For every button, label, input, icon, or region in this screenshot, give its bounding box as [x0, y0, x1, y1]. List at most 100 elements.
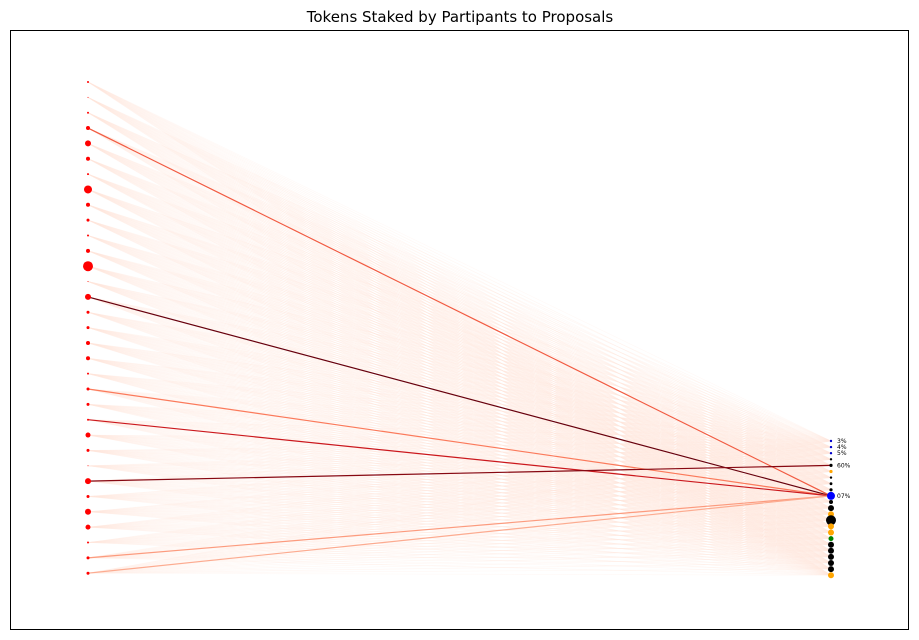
edge	[87, 189, 832, 576]
edge	[87, 342, 832, 442]
edge	[87, 97, 832, 484]
edge	[87, 311, 832, 527]
edge	[87, 465, 832, 570]
edge	[87, 143, 832, 558]
edge	[87, 465, 832, 513]
participant-node	[87, 173, 89, 176]
edge	[87, 342, 832, 521]
edge	[87, 388, 832, 448]
edge	[87, 404, 832, 515]
edge	[87, 434, 832, 442]
edge	[87, 173, 832, 478]
participant-node	[86, 571, 90, 575]
edge	[87, 465, 832, 478]
edge	[87, 342, 832, 552]
edge	[87, 311, 832, 448]
edge	[87, 204, 832, 527]
edge	[87, 311, 832, 570]
edge	[87, 446, 832, 467]
edge	[87, 358, 832, 545]
proposal-node	[829, 488, 833, 492]
edge	[87, 143, 832, 515]
edge	[87, 450, 832, 509]
participant-node	[85, 432, 91, 438]
edge	[87, 434, 832, 472]
edge	[87, 450, 832, 527]
edge	[87, 496, 832, 503]
edge	[87, 373, 832, 539]
edge	[87, 358, 832, 521]
edge	[87, 358, 832, 576]
edge	[87, 265, 832, 515]
edge	[87, 250, 832, 466]
edge	[87, 296, 832, 472]
edge	[87, 342, 832, 509]
edge	[87, 538, 832, 574]
edge	[87, 434, 832, 570]
edge	[87, 342, 832, 491]
edge	[87, 219, 832, 545]
edge	[87, 440, 832, 497]
edge	[87, 158, 832, 539]
edge	[87, 189, 832, 509]
edge	[87, 452, 832, 467]
edge	[87, 81, 832, 527]
participant-node	[86, 126, 90, 131]
edge	[87, 281, 832, 515]
edge	[87, 204, 832, 545]
edge	[87, 465, 832, 503]
participant-node	[86, 448, 90, 452]
edge	[87, 235, 832, 466]
edge	[87, 97, 832, 472]
proposal-node	[828, 523, 834, 530]
edge	[87, 296, 832, 576]
edge	[87, 419, 832, 460]
edge	[87, 112, 832, 503]
edge	[87, 97, 832, 521]
edge	[87, 450, 832, 460]
edge	[87, 419, 832, 558]
edge	[87, 311, 832, 576]
edge	[87, 296, 832, 478]
edge	[87, 158, 832, 552]
proposal-node	[829, 482, 833, 486]
proposal-label: 07%	[837, 493, 851, 500]
edge	[87, 419, 832, 484]
proposal-node	[829, 439, 833, 443]
edge	[87, 520, 832, 574]
edge	[87, 97, 832, 564]
edge	[87, 265, 832, 478]
edge	[87, 158, 832, 478]
edge	[87, 204, 832, 558]
edge	[87, 112, 832, 484]
edge	[87, 265, 832, 497]
edge	[87, 568, 832, 574]
edge	[87, 440, 832, 543]
edge	[87, 513, 832, 543]
edge	[87, 342, 832, 533]
edge	[87, 511, 832, 527]
edge	[87, 173, 832, 484]
strong-edge	[87, 388, 832, 497]
edge	[87, 189, 832, 442]
edge	[87, 235, 832, 478]
edge	[87, 112, 832, 491]
edge	[87, 173, 832, 564]
edge	[87, 173, 832, 466]
edge	[87, 265, 832, 533]
edge	[87, 480, 832, 539]
edge	[87, 434, 832, 478]
edge	[87, 373, 832, 442]
edge	[87, 189, 832, 460]
edge	[87, 496, 832, 521]
edge	[87, 127, 832, 466]
edge	[87, 296, 832, 527]
edge	[87, 496, 832, 570]
edge	[87, 127, 832, 521]
edge	[87, 158, 832, 515]
edge	[87, 235, 832, 442]
edge	[87, 127, 832, 545]
participant-node	[86, 556, 90, 560]
edge	[87, 511, 832, 564]
edge	[87, 173, 832, 491]
